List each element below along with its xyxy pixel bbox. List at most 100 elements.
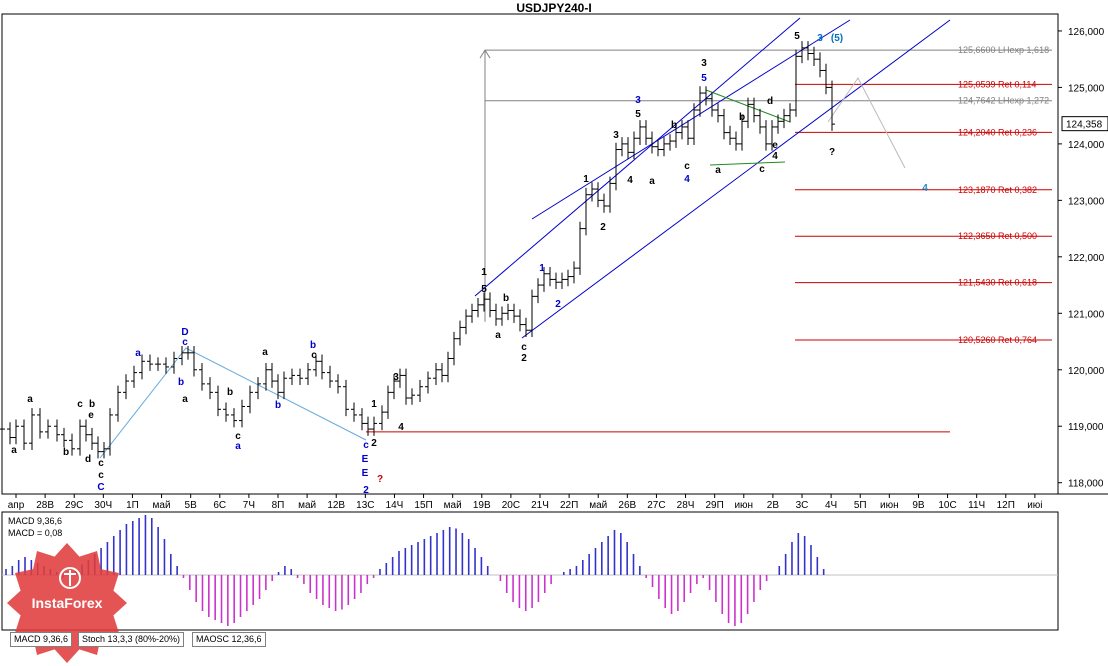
wave-label: a (182, 394, 188, 405)
wave-label: a (27, 394, 33, 405)
x-tick-label: 15П (414, 500, 432, 511)
wave-label: 5 (635, 109, 641, 120)
wave-label: 2 (363, 485, 369, 496)
wave-label: b (227, 387, 233, 398)
wave-label: C (97, 482, 104, 493)
logo-text: InstaForex (31, 595, 103, 611)
wave-label: c (182, 337, 188, 348)
x-tick-label: июн (880, 500, 899, 511)
wave-label: c (77, 399, 83, 410)
x-tick-label: 12В (327, 500, 345, 511)
wave-label: c (363, 440, 369, 451)
x-tick-label: 22П (560, 500, 578, 511)
y-tick-label: 125,000 (1068, 83, 1105, 94)
wave-label: E (362, 454, 369, 465)
wave-label: 2 (371, 438, 377, 449)
price-bars (0, 41, 835, 459)
x-tick-label: 3С (796, 500, 809, 511)
fib-label: 122,3650 Ret 0,500 (958, 231, 1037, 241)
wave-label: E (362, 468, 369, 479)
x-tick-label: май (589, 500, 607, 511)
wave-label: 4 (922, 183, 928, 194)
x-tick-label: 9В (912, 500, 925, 511)
x-tick-label: 8П (272, 500, 285, 511)
fib-label: 125,0539 Ret 0,114 (958, 79, 1036, 89)
wave-label: 5 (481, 284, 487, 295)
wave-label: a (495, 330, 501, 341)
logo-emblem-icon (59, 567, 81, 589)
x-tick-label: 28В (36, 500, 54, 511)
wave-label: b (503, 293, 509, 304)
wave-label: 2 (600, 222, 606, 233)
wave-label: 5 (701, 73, 707, 84)
x-tick-label: июі (1027, 500, 1042, 511)
wave-label: c (521, 342, 527, 353)
fib-label: 123,1870 Ret 0,382 (958, 185, 1037, 195)
wave-label: b (275, 400, 281, 411)
wave-label: D (181, 327, 188, 338)
wave-label: b (671, 120, 677, 131)
tab-stoch[interactable]: Stoch 13,3,3 (80%-20%) (78, 632, 185, 647)
wave-label: c (98, 458, 104, 469)
channel-inner (474, 17, 801, 297)
y-tick-label: 122,000 (1068, 253, 1105, 264)
wave-label: a (235, 441, 241, 452)
y-tick-label: 121,000 (1068, 309, 1105, 320)
tab-maosc[interactable]: MAOSC 12,36,6 (192, 632, 266, 647)
wave-line (99, 347, 367, 459)
macd-panel (1, 511, 1059, 631)
wave-label: d (767, 96, 773, 107)
wave-label: 1 (583, 174, 589, 185)
wave-label: c (98, 470, 104, 481)
x-tick-label: 4Ч (825, 500, 837, 511)
fib-label: 121,5430 Ret 0,618 (958, 278, 1037, 288)
x-tick-label: 28Ч (677, 500, 695, 511)
fib-label: 124,2040 Ret 0,236 (958, 127, 1037, 137)
wave-label: b (178, 377, 184, 388)
x-tick-label: 12П (997, 500, 1015, 511)
x-tick-label: 19В (473, 500, 491, 511)
wave-label: 3 (817, 33, 823, 44)
tab-macd[interactable]: MACD 9,36,6 (10, 632, 73, 647)
current-price-box (1061, 116, 1108, 132)
wave-label: a (649, 176, 655, 187)
x-tick-label: 29П (706, 500, 724, 511)
channel-upper (531, 19, 851, 220)
wave-label: a (715, 165, 721, 176)
x-tick-label: 13С (356, 500, 374, 511)
macd-value-label: MACD = 0,08 (8, 528, 62, 538)
wave-label: c (759, 164, 765, 175)
x-tick-label: 29С (65, 500, 83, 511)
indicator-tabs: MACD 9,36,6 Stoch 13,3,3 (80%-20%) MAOSC… (0, 631, 1108, 647)
fib-label: 120,5260 Ret 0,764 (958, 335, 1037, 345)
y-tick-label: 123,000 (1068, 196, 1105, 207)
plot-area (1, 13, 1059, 495)
wave-label: 1 (539, 263, 545, 274)
x-tick-label: 21Ч (531, 500, 549, 511)
fib-label: 124,7642 LHexp 1,272 (958, 96, 1049, 106)
x-tick-label: апр (8, 500, 25, 511)
channel-lower (521, 19, 951, 339)
x-tick-label: май (298, 500, 316, 511)
wave-label: c (235, 431, 241, 442)
chart-title: USDJPY240-I (516, 1, 592, 15)
wave-label: 3 (701, 58, 707, 69)
x-tick-label: июн (734, 500, 753, 511)
wave-label: d (85, 454, 91, 465)
x-tick-label: 30Ч (94, 500, 112, 511)
wave-label: a (11, 445, 17, 456)
forecast-path (827, 77, 906, 169)
wave-label: b (310, 340, 316, 351)
y-tick-label: 120,000 (1068, 366, 1105, 377)
wave-label: e (772, 140, 778, 151)
wave-label: 3 (613, 130, 619, 141)
wave-label: ? (377, 474, 383, 485)
wave-label: a (262, 347, 268, 358)
wave-label: e (88, 410, 94, 421)
x-tick-label: 20С (502, 500, 520, 511)
x-tick-label: май (444, 500, 462, 511)
x-tick-label: 5В (185, 500, 198, 511)
wave-label: c (684, 161, 690, 172)
